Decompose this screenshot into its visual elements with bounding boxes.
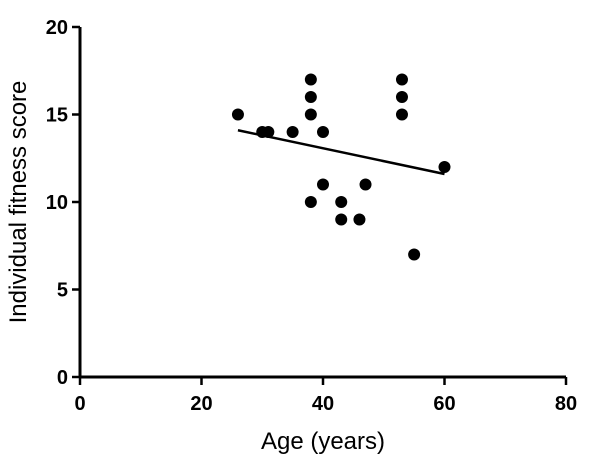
data-point	[304, 196, 317, 208]
y-axis-title: Individual fitness score	[5, 81, 32, 324]
x-tick-label: 80	[555, 393, 577, 415]
data-point	[286, 126, 299, 138]
x-tick-label: 0	[74, 393, 85, 415]
data-point	[395, 91, 408, 103]
x-axis-title: Age (years)	[261, 428, 385, 455]
y-tick-label: 20	[46, 17, 68, 39]
data-point	[317, 126, 329, 138]
x-tick-label: 60	[433, 393, 455, 415]
data-point	[335, 196, 348, 208]
trend-layer	[237, 129, 445, 176]
axis-ticks	[72, 25, 568, 385]
data-point	[317, 178, 329, 191]
y-tick-label: 15	[46, 105, 68, 127]
data-point	[408, 248, 421, 261]
x-tick-label: 40	[312, 393, 334, 415]
data-point	[353, 213, 366, 226]
x-tick-label: 20	[190, 393, 212, 415]
data-point	[304, 108, 317, 121]
y-tick-label: 10	[46, 192, 68, 214]
trend-line	[237, 129, 445, 176]
tick-labels: 0 20 40 60 80 0 5 10 15 20	[46, 17, 577, 415]
data-point	[359, 178, 372, 191]
points-layer	[231, 73, 451, 261]
data-point	[304, 73, 317, 86]
y-tick-label: 5	[57, 280, 68, 302]
data-point	[395, 108, 408, 121]
data-point	[262, 126, 275, 138]
data-point	[231, 108, 244, 121]
data-point	[335, 213, 348, 226]
data-point	[395, 73, 408, 86]
data-point	[438, 161, 451, 173]
y-tick-label: 0	[57, 367, 68, 389]
data-point	[304, 91, 317, 103]
